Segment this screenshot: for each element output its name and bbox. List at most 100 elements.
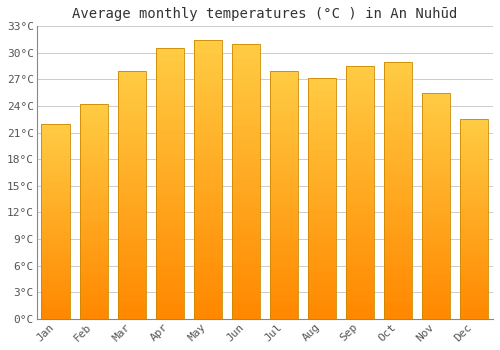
Bar xyxy=(384,83,412,88)
Bar xyxy=(232,310,260,314)
Bar xyxy=(156,76,184,80)
Bar xyxy=(308,102,336,106)
Bar xyxy=(308,299,336,303)
Bar xyxy=(346,201,374,205)
Bar xyxy=(384,306,412,310)
Bar xyxy=(232,296,260,301)
Bar xyxy=(118,187,146,191)
Bar xyxy=(194,170,222,175)
Bar xyxy=(308,303,336,307)
Bar xyxy=(194,184,222,189)
Bar xyxy=(422,97,450,100)
Bar xyxy=(42,134,70,137)
Bar xyxy=(460,173,488,176)
Bar xyxy=(156,215,184,220)
Bar xyxy=(460,259,488,262)
Bar xyxy=(270,236,298,240)
Bar xyxy=(80,144,108,147)
Bar xyxy=(422,289,450,293)
Bar xyxy=(270,273,298,278)
Bar xyxy=(308,190,336,194)
Bar xyxy=(118,104,146,108)
Bar xyxy=(308,114,336,118)
Bar xyxy=(346,310,374,315)
Bar xyxy=(194,244,222,249)
Bar xyxy=(308,262,336,267)
Bar xyxy=(118,278,146,282)
Bar xyxy=(308,126,336,130)
Bar xyxy=(422,183,450,187)
Bar xyxy=(346,138,374,142)
Bar xyxy=(118,75,146,79)
Bar xyxy=(80,272,108,276)
Bar xyxy=(270,145,298,149)
Bar xyxy=(384,259,412,263)
Bar xyxy=(346,117,374,121)
Bar xyxy=(422,164,450,168)
Bar xyxy=(156,125,184,130)
Bar xyxy=(42,283,70,286)
Bar xyxy=(232,126,260,131)
Bar xyxy=(422,134,450,138)
Bar xyxy=(232,195,260,200)
Bar xyxy=(308,82,336,86)
Bar xyxy=(308,134,336,138)
Bar xyxy=(270,228,298,232)
Bar xyxy=(80,212,108,215)
Bar xyxy=(232,177,260,181)
Bar xyxy=(80,258,108,262)
Bar xyxy=(308,283,336,287)
Bar xyxy=(346,70,374,75)
Bar xyxy=(422,202,450,206)
Bar xyxy=(80,204,108,208)
Bar xyxy=(422,262,450,266)
Bar xyxy=(118,71,146,75)
Bar xyxy=(460,130,488,133)
Bar xyxy=(80,108,108,111)
Bar xyxy=(156,53,184,57)
Bar xyxy=(308,178,336,182)
Bar xyxy=(156,242,184,247)
Bar xyxy=(42,156,70,160)
Bar xyxy=(384,96,412,100)
Bar xyxy=(308,182,336,186)
Bar xyxy=(118,133,146,137)
Bar xyxy=(194,249,222,254)
Bar xyxy=(308,202,336,206)
Bar xyxy=(156,274,184,278)
Bar xyxy=(232,117,260,122)
Bar xyxy=(384,79,412,83)
Bar xyxy=(80,219,108,222)
Bar xyxy=(194,240,222,244)
Bar xyxy=(460,239,488,243)
Bar xyxy=(460,219,488,223)
Bar xyxy=(232,44,260,319)
Bar xyxy=(384,143,412,147)
Bar xyxy=(42,290,70,293)
Bar xyxy=(346,315,374,319)
Bar xyxy=(346,66,374,319)
Bar xyxy=(42,309,70,313)
Bar xyxy=(80,183,108,187)
Bar xyxy=(346,180,374,184)
Bar xyxy=(422,214,450,217)
Bar xyxy=(460,289,488,292)
Bar xyxy=(232,268,260,273)
Bar xyxy=(194,49,222,54)
Bar xyxy=(118,170,146,174)
Bar xyxy=(270,71,298,319)
Bar xyxy=(384,70,412,75)
Bar xyxy=(270,232,298,236)
Bar xyxy=(308,315,336,319)
Bar xyxy=(80,104,108,108)
Bar xyxy=(194,203,222,207)
Bar xyxy=(156,130,184,134)
Bar xyxy=(118,269,146,273)
Bar xyxy=(156,233,184,238)
Bar xyxy=(270,158,298,162)
Bar xyxy=(118,265,146,269)
Bar xyxy=(194,212,222,216)
Bar xyxy=(118,244,146,248)
Bar xyxy=(232,241,260,246)
Bar xyxy=(80,269,108,272)
